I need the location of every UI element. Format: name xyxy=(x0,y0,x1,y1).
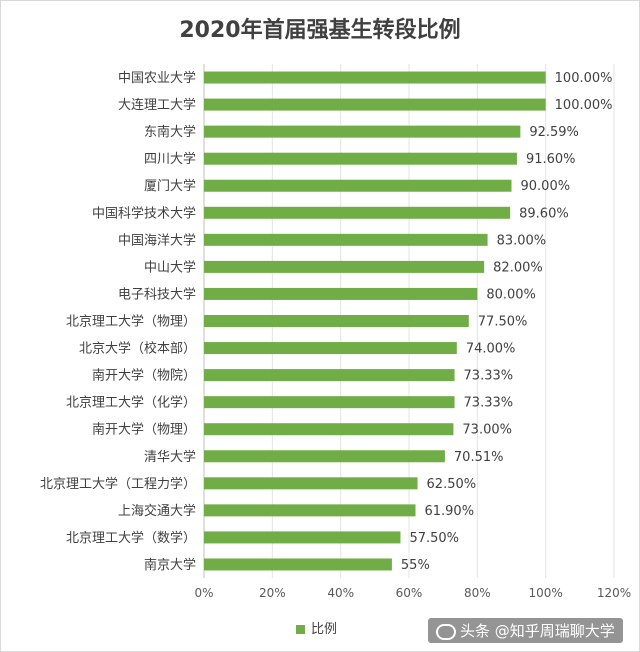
bar xyxy=(204,504,416,517)
data-label: 74.00% xyxy=(466,342,516,357)
watermark-text: 头条 @知乎周瑞聊大学 xyxy=(460,622,615,640)
x-tick-label: 120% xyxy=(597,586,631,600)
data-label: 73.33% xyxy=(464,396,514,411)
category-label: 中国科学技术大学 xyxy=(92,205,196,221)
data-label: 77.50% xyxy=(478,315,528,330)
bar xyxy=(204,477,418,490)
category-label: 北京理工大学（物理） xyxy=(66,314,196,330)
x-tick-label: 20% xyxy=(259,586,286,600)
data-label: 83.00% xyxy=(497,233,547,248)
bar xyxy=(204,531,401,544)
data-label: 91.60% xyxy=(526,152,576,167)
data-label: 55% xyxy=(401,558,430,573)
category-label: 北京理工大学（工程力学） xyxy=(40,476,196,492)
data-label: 92.59% xyxy=(529,125,579,140)
data-label: 73.33% xyxy=(464,369,514,384)
category-label: 南开大学（物院） xyxy=(92,368,196,384)
category-label: 厦门大学 xyxy=(144,178,196,194)
category-label: 四川大学 xyxy=(144,151,196,167)
data-label: 62.50% xyxy=(427,477,477,492)
category-label: 清华大学 xyxy=(144,449,196,465)
category-label: 中国农业大学 xyxy=(118,70,196,86)
bar xyxy=(204,71,546,84)
legend-label: 比例 xyxy=(311,622,338,637)
bar xyxy=(204,315,469,327)
category-label: 北京理工大学（数学） xyxy=(66,530,196,546)
x-tick-label: 0% xyxy=(194,586,213,600)
data-label: 57.50% xyxy=(409,531,459,546)
data-label: 100.00% xyxy=(555,98,613,113)
bar xyxy=(204,396,455,409)
category-label: 中国海洋大学 xyxy=(118,232,196,248)
x-tick-label: 100% xyxy=(529,586,563,600)
data-label: 100.00% xyxy=(555,71,613,86)
data-label: 89.60% xyxy=(519,206,569,221)
watermark: 头条 @知乎周瑞聊大学 xyxy=(428,618,623,643)
bar xyxy=(204,179,512,192)
data-label: 73.00% xyxy=(462,423,512,438)
bar xyxy=(204,369,455,382)
x-tick-label: 80% xyxy=(464,586,491,600)
category-label: 南开大学（物理） xyxy=(92,422,196,438)
bar xyxy=(204,558,392,571)
bar xyxy=(204,206,511,219)
chart-title: 2020年首届强基生转段比例 xyxy=(179,18,461,43)
bar xyxy=(204,233,488,246)
bar xyxy=(204,423,454,436)
legend-swatch xyxy=(296,625,305,634)
bar xyxy=(204,287,478,300)
bar xyxy=(204,125,521,138)
bar xyxy=(204,152,517,165)
category-label: 北京大学（校本部） xyxy=(79,341,196,357)
data-label: 82.00% xyxy=(493,260,543,275)
x-tick-label: 40% xyxy=(327,586,354,600)
category-label: 上海交通大学 xyxy=(118,503,196,519)
bar xyxy=(204,450,445,463)
data-label: 90.00% xyxy=(521,179,571,194)
x-tick-label: 60% xyxy=(396,586,423,600)
data-label: 70.51% xyxy=(454,450,504,465)
category-label: 大连理工大学 xyxy=(118,97,196,113)
category-label: 中山大学 xyxy=(144,259,196,275)
chat-bubble-icon xyxy=(436,623,456,640)
category-label: 北京理工大学（化学） xyxy=(66,395,196,411)
bar xyxy=(204,342,457,355)
category-label: 南京大学 xyxy=(144,557,196,573)
data-label: 80.00% xyxy=(486,287,536,302)
data-label: 61.90% xyxy=(424,504,474,519)
bar xyxy=(204,98,546,111)
category-label: 东南大学 xyxy=(144,124,196,140)
bar xyxy=(204,260,485,273)
legend: 比例 xyxy=(296,618,337,637)
category-label: 电子科技大学 xyxy=(118,286,196,302)
